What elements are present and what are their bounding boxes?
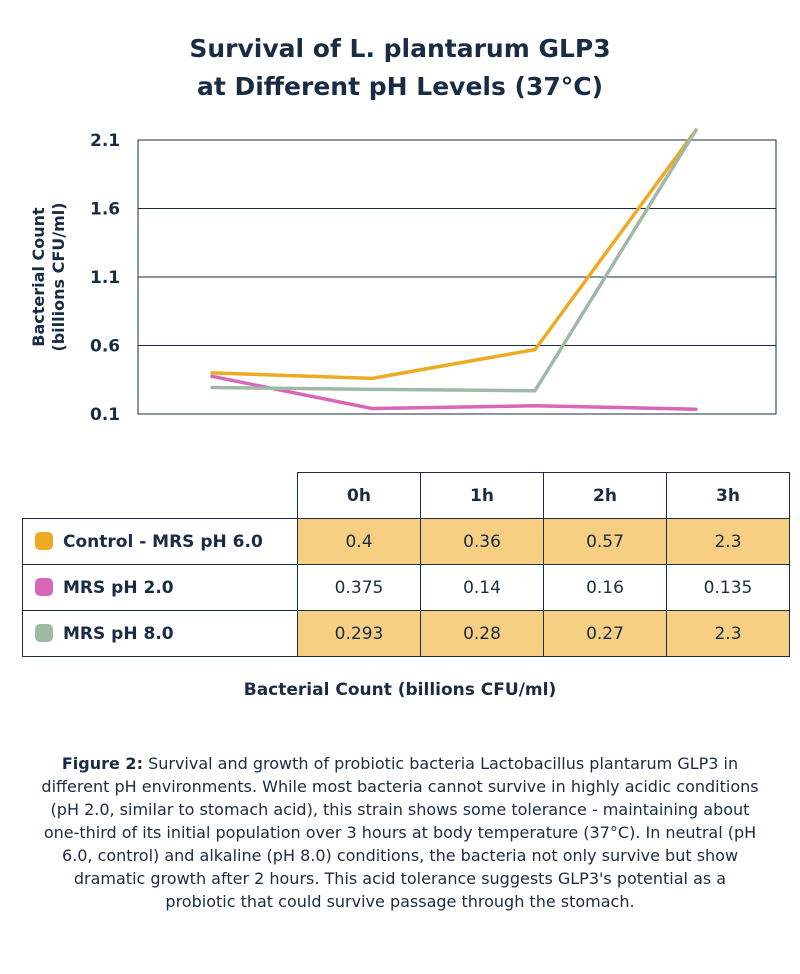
- table-cell: 0.14: [420, 564, 544, 611]
- chart-title-line-1: Survival of L. plantarum GLP3: [189, 34, 611, 63]
- series-lines: [210, 128, 698, 411]
- y-axis-label-line-2: (billions CFU/ml): [49, 202, 68, 351]
- line-chart: 2.1 1.6 1.1 0.6 0.1 Bacterial Count (billion…: [29, 128, 777, 425]
- series-name-ph2: MRS pH 2.0: [63, 577, 174, 598]
- series-line-control-mrs-ph-6-0: [210, 128, 698, 381]
- y-tick-label: 0.1: [90, 405, 120, 425]
- legend-swatch-ph2: [35, 577, 53, 596]
- figure-caption: Figure 2: Survival and growth of probiot…: [40, 752, 760, 913]
- series-name-control: Control - MRS pH 6.0: [63, 531, 263, 552]
- y-tick-label: 0.6: [90, 337, 120, 357]
- series-label-control: Control - MRS pH 6.0: [22, 518, 298, 565]
- y-tick-label: 1.6: [90, 200, 120, 220]
- series-label-ph2: MRS pH 2.0: [22, 564, 298, 611]
- table-cell: 0.135: [666, 564, 790, 611]
- table-corner: [22, 472, 298, 519]
- series-label-ph8: MRS pH 8.0: [22, 610, 298, 657]
- table-cell: 0.16: [543, 564, 667, 611]
- table-cell: 0.28: [420, 610, 544, 657]
- table-row-ph8: MRS pH 8.0 0.293 0.28 0.27 2.3: [22, 610, 790, 657]
- table-cell: 0.36: [420, 518, 544, 565]
- legend-swatch-ph8: [35, 623, 53, 642]
- table-cell: 0.27: [543, 610, 667, 657]
- y-tick-label: 2.1: [90, 131, 120, 151]
- table-cell: 0.57: [543, 518, 667, 565]
- series-name-ph8: MRS pH 8.0: [63, 623, 174, 644]
- y-axis-ticks: 2.1 1.6 1.1 0.6 0.1: [90, 131, 120, 425]
- table-cell: 2.3: [666, 518, 790, 565]
- x-axis-label: Bacterial Count (billions CFU/ml): [243, 680, 557, 700]
- grid: [137, 139, 777, 415]
- figure-caption-text: Survival and growth of probiotic bacteri…: [41, 754, 759, 911]
- table-header-3h: 3h: [666, 472, 790, 519]
- series-line-mrs-ph-2-0: [210, 374, 698, 411]
- legend-swatch-control: [35, 531, 53, 550]
- series-line-mrs-ph-8-0: [210, 128, 698, 393]
- table-header-row: 0h 1h 2h 3h: [22, 472, 790, 519]
- chart-title: Survival of L. plantarum GLP3 at Differe…: [0, 30, 800, 106]
- table-cell: 0.293: [297, 610, 421, 657]
- table-cell: 2.3: [666, 610, 790, 657]
- table-header-0h: 0h: [297, 472, 421, 519]
- y-axis-label-line-1: Bacterial Count: [29, 207, 48, 347]
- table-cell: 0.4: [297, 518, 421, 565]
- table-row-control: Control - MRS pH 6.0 0.4 0.36 0.57 2.3: [22, 518, 790, 565]
- figure-caption-label: Figure 2:: [61, 754, 143, 773]
- table-row-ph2: MRS pH 2.0 0.375 0.14 0.16 0.135: [22, 564, 790, 611]
- data-table: 0h 1h 2h 3h Control - MRS pH 6.0 0.4 0.3…: [22, 472, 790, 657]
- y-tick-label: 1.1: [90, 268, 120, 288]
- table-cell: 0.375: [297, 564, 421, 611]
- table-header-2h: 2h: [543, 472, 667, 519]
- table-header-1h: 1h: [420, 472, 544, 519]
- chart-title-line-2: at Different pH Levels (37°C): [196, 72, 604, 101]
